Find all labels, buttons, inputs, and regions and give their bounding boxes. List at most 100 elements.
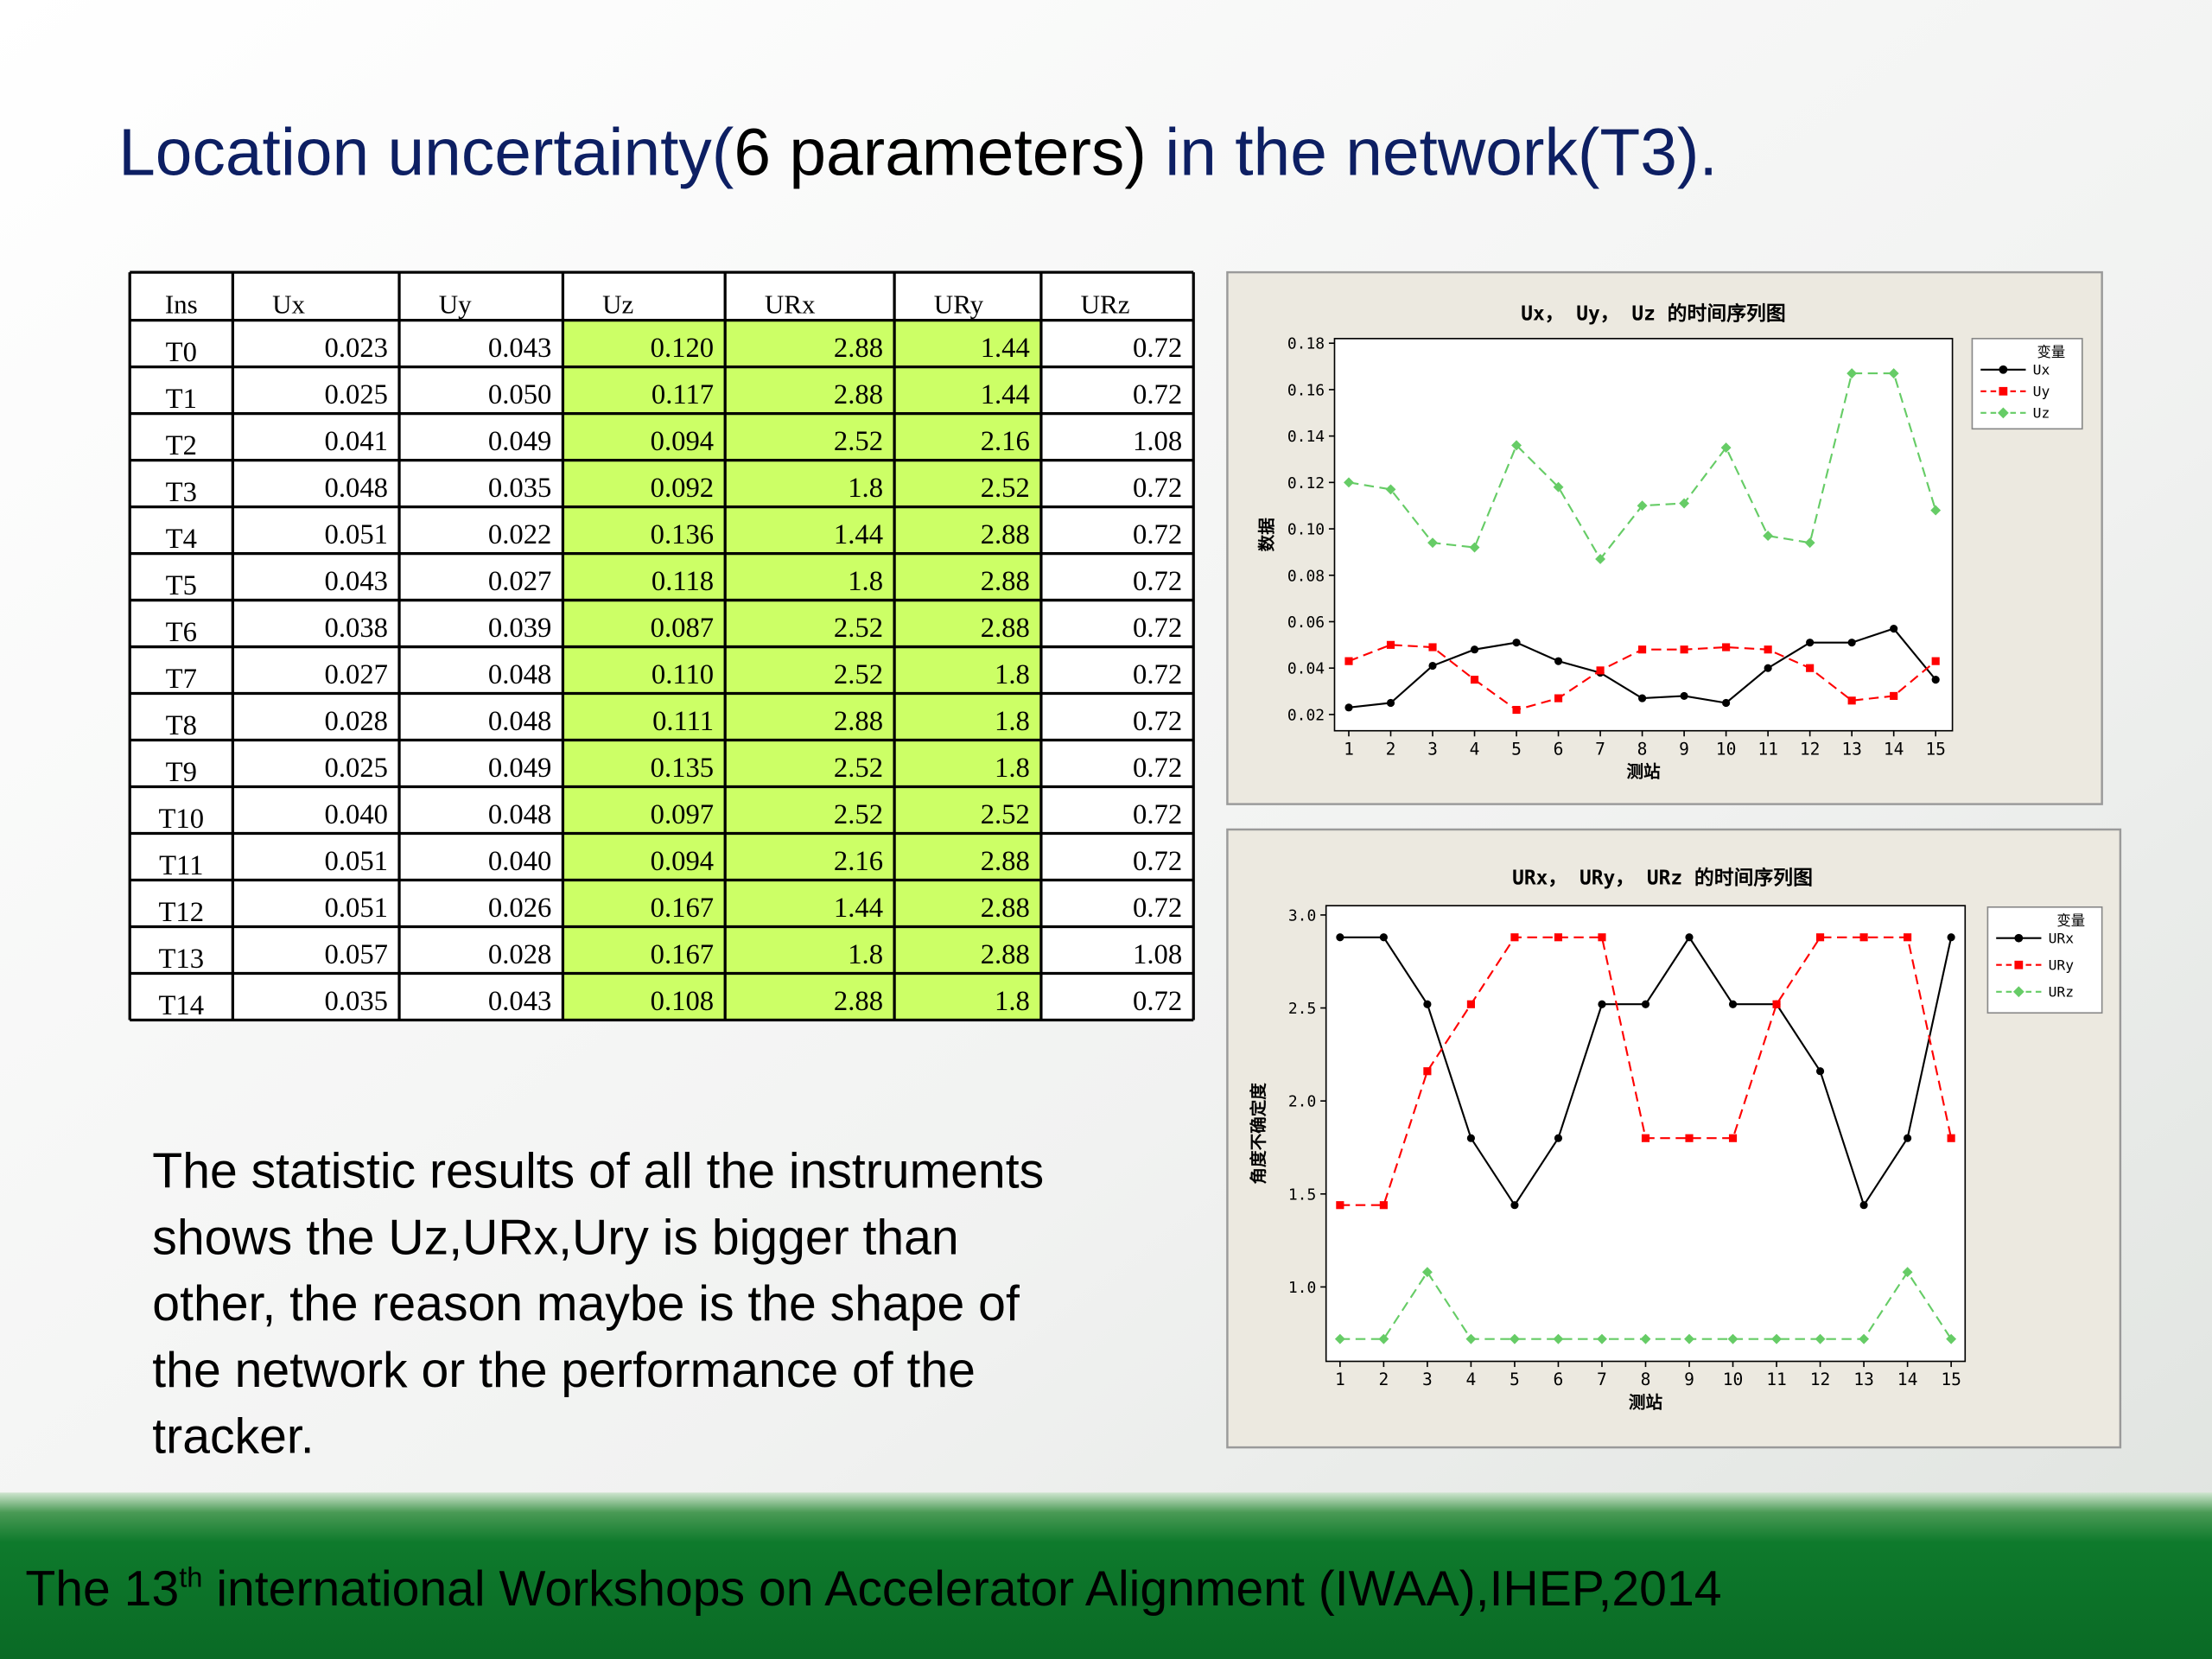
cell-highlight xyxy=(725,693,895,741)
cell-highlight xyxy=(894,460,1041,507)
cell-highlight xyxy=(563,460,726,507)
table-cell: 0.092 xyxy=(651,473,714,504)
point xyxy=(1890,691,1898,701)
point xyxy=(1554,933,1563,942)
x-tick-label: 14 xyxy=(1884,739,1904,759)
point xyxy=(1722,643,1731,652)
table-cell: 0.026 xyxy=(488,893,551,924)
cell-highlight xyxy=(563,413,726,461)
table-cell: 0.051 xyxy=(325,846,388,877)
table-cell: 2.88 xyxy=(981,939,1030,970)
plot-area xyxy=(1325,905,1967,1363)
table-cell: 1.8 xyxy=(848,939,883,970)
cell-highlight xyxy=(563,973,726,1020)
legend-label: Ux xyxy=(2033,361,2050,378)
x-tick-label: 1 xyxy=(1335,1370,1345,1389)
table-cell: 0.043 xyxy=(488,333,551,364)
x-tick-label: 5 xyxy=(1510,1370,1520,1389)
point xyxy=(1771,1333,1782,1344)
point xyxy=(1815,933,1825,942)
legend-box xyxy=(1971,338,2083,430)
table-cell: T12 xyxy=(158,897,204,928)
point xyxy=(1427,537,1438,549)
y-tick-label: 2.0 xyxy=(1288,1093,1316,1111)
point xyxy=(1596,666,1605,675)
point xyxy=(1334,1333,1345,1344)
table-cell: 0.043 xyxy=(325,566,388,597)
cell-highlight xyxy=(725,413,895,461)
x-axis-label: 测站 xyxy=(1629,1392,1663,1412)
point xyxy=(1946,1333,1957,1344)
point xyxy=(1509,1333,1520,1344)
y-tick-label: 0.18 xyxy=(1287,335,1325,353)
x-tick-label: 9 xyxy=(1684,1370,1694,1389)
point xyxy=(1930,505,1942,516)
footer-band xyxy=(0,1492,2212,1659)
table-cell: 0.057 xyxy=(325,939,388,970)
table-cell: 0.048 xyxy=(488,659,551,690)
x-tick-label: 3 xyxy=(1422,1370,1433,1389)
point xyxy=(1378,1333,1389,1344)
table-cell: 0.111 xyxy=(652,706,714,737)
cell-highlight xyxy=(725,600,895,647)
x-tick-label: 9 xyxy=(1679,739,1689,759)
table-cell: 0.167 xyxy=(651,893,714,924)
cell-highlight xyxy=(563,366,726,414)
paragraph-line: the network or the performance of the xyxy=(152,1343,976,1398)
table-cell: 0.72 xyxy=(1133,799,1182,830)
table-cell: 2.88 xyxy=(981,613,1030,644)
cell-highlight xyxy=(894,646,1041,694)
point xyxy=(1640,1333,1651,1344)
x-tick-label: 2 xyxy=(1378,1370,1389,1389)
point xyxy=(1336,1201,1344,1210)
table-cell: 2.88 xyxy=(981,519,1030,550)
point xyxy=(1344,657,1353,665)
y-tick-label: 0.02 xyxy=(1287,706,1325,724)
point xyxy=(1904,933,1912,942)
point xyxy=(1466,1134,1475,1142)
cell-highlight xyxy=(563,553,726,601)
table-cell: 2.88 xyxy=(834,379,883,410)
table-cell: 0.041 xyxy=(325,426,388,457)
point xyxy=(1804,537,1815,549)
table-cell: 0.135 xyxy=(651,753,714,784)
table-cell: T13 xyxy=(158,944,204,975)
slide-title: Location uncertainty(6 parameters) in th… xyxy=(118,116,1718,189)
table-cell: 0.136 xyxy=(651,519,714,550)
table-cell: T5 xyxy=(166,570,197,601)
point xyxy=(1638,694,1647,702)
cell-highlight xyxy=(894,973,1041,1020)
point xyxy=(1815,1067,1825,1076)
y-tick-label: 1.5 xyxy=(1288,1185,1316,1204)
table-cell: 0.108 xyxy=(651,986,714,1017)
point xyxy=(1554,694,1563,702)
table-cell: 0.051 xyxy=(325,893,388,924)
cell-highlight xyxy=(725,553,895,601)
point xyxy=(1680,691,1688,701)
table-cell: 0.087 xyxy=(651,613,714,644)
table-cell: 2.52 xyxy=(834,426,883,457)
table-cell: 2.88 xyxy=(834,333,883,364)
table-cell: 2.88 xyxy=(981,566,1030,597)
table-cell: T8 xyxy=(166,710,197,741)
table-cell: 0.040 xyxy=(325,799,388,830)
cell-highlight xyxy=(725,786,895,834)
cell-highlight xyxy=(894,880,1041,927)
x-tick-label: 10 xyxy=(1716,739,1737,759)
table-cell: 0.72 xyxy=(1133,566,1182,597)
table-cell: 0.048 xyxy=(488,706,551,737)
table-cell: 1.8 xyxy=(995,986,1030,1017)
point xyxy=(1379,933,1388,942)
point xyxy=(1641,1134,1650,1142)
header-cell: URy xyxy=(934,289,984,319)
x-tick-label: 12 xyxy=(1800,739,1821,759)
table-cell: 0.72 xyxy=(1133,379,1182,410)
table-cell: 0.035 xyxy=(325,986,388,1017)
x-tick-label: 3 xyxy=(1427,739,1438,759)
cell-highlight xyxy=(894,413,1041,461)
point xyxy=(1428,643,1437,652)
y-axis-label: 数据 xyxy=(1257,518,1277,552)
cell-highlight xyxy=(563,320,726,367)
cell-highlight xyxy=(563,833,726,880)
